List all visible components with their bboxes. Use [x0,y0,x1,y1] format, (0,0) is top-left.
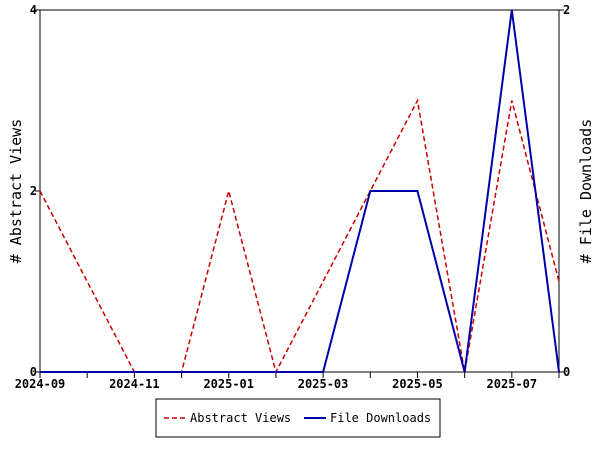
plot-area [39,9,560,373]
x-tick-label: 2025-01 [203,377,254,391]
y-left-tick-label: 2 [30,184,37,198]
legend: Abstract Views File Downloads [155,398,441,438]
x-tick-label: 2025-03 [298,377,349,391]
y-left-tick-label: 0 [30,365,37,379]
x-tick-label: 2025-07 [487,377,538,391]
legend-label-abstract-views: Abstract Views [190,411,291,425]
series-line-file-downloads [40,9,560,373]
y-right-tick-label: 2 [563,3,570,17]
y-axis-left-title: # Abstract Views [7,119,25,264]
x-tick-label: 2024-09 [15,377,66,391]
x-tick-label: 2024-11 [109,377,160,391]
y-left-tick-label: 4 [30,3,37,17]
y-axis-right-title: # File Downloads [577,119,595,264]
series-lines [39,9,560,375]
legend-label-file-downloads: File Downloads [330,411,431,425]
series-line-abstract-views [39,98,560,375]
axis-ticks: 2024-09 2024-11 2025-01 2025-03 2025-05 2025-… [15,3,571,391]
x-tick-label: 2025-05 [392,377,443,391]
y-right-tick-label: 0 [563,365,570,379]
legend-box [155,398,441,438]
